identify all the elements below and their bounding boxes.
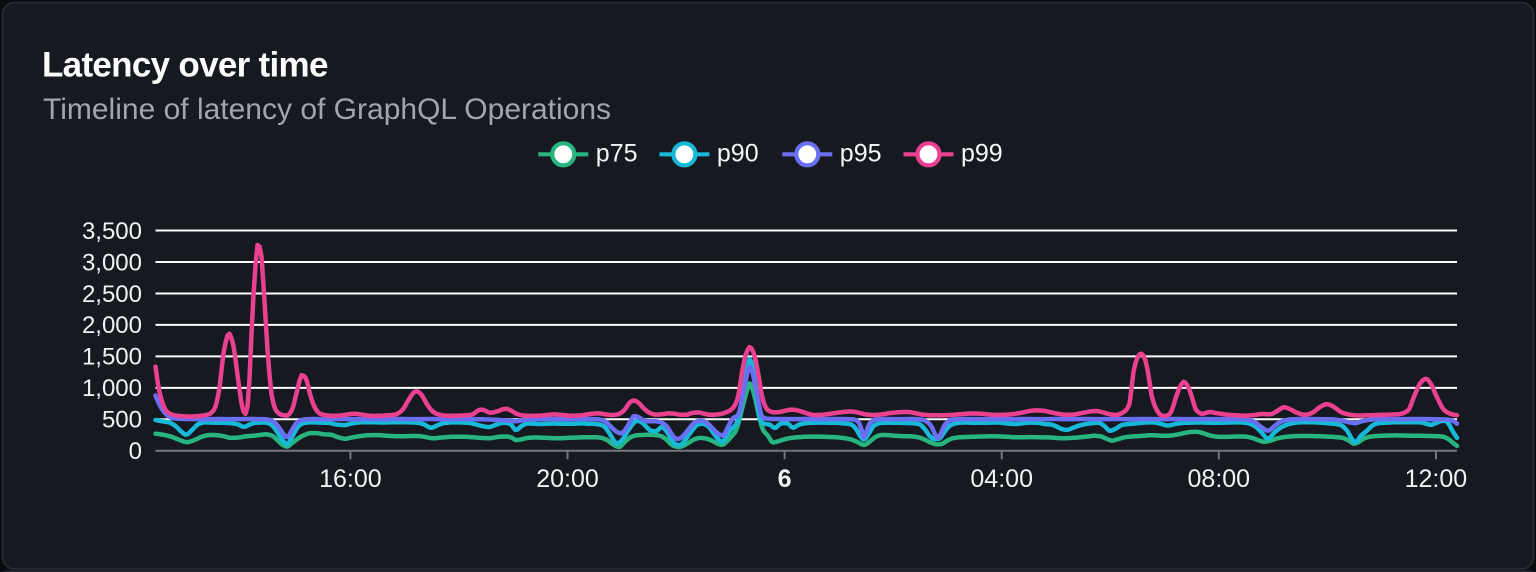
svg-text:20:00: 20:00: [536, 465, 599, 493]
svg-text:1,000: 1,000: [82, 375, 142, 402]
svg-text:1,500: 1,500: [82, 344, 142, 371]
svg-text:0: 0: [129, 438, 142, 465]
svg-text:p95: p95: [840, 140, 882, 168]
svg-text:p99: p99: [961, 140, 1003, 168]
svg-text:Timeline of latency of GraphQL: Timeline of latency of GraphQL Operation…: [43, 93, 611, 126]
svg-text:p90: p90: [717, 140, 759, 168]
svg-text:6: 6: [778, 465, 792, 493]
svg-text:p75: p75: [596, 140, 638, 168]
svg-text:12:00: 12:00: [1405, 465, 1468, 493]
svg-text:2,500: 2,500: [82, 281, 142, 308]
svg-text:3,000: 3,000: [82, 249, 142, 276]
svg-text:Latency over time: Latency over time: [42, 46, 328, 85]
svg-text:500: 500: [102, 407, 142, 434]
svg-text:08:00: 08:00: [1188, 465, 1251, 493]
svg-text:2,000: 2,000: [82, 312, 142, 339]
svg-text:04:00: 04:00: [970, 465, 1033, 493]
svg-text:16:00: 16:00: [319, 465, 382, 493]
svg-text:3,500: 3,500: [82, 218, 142, 245]
